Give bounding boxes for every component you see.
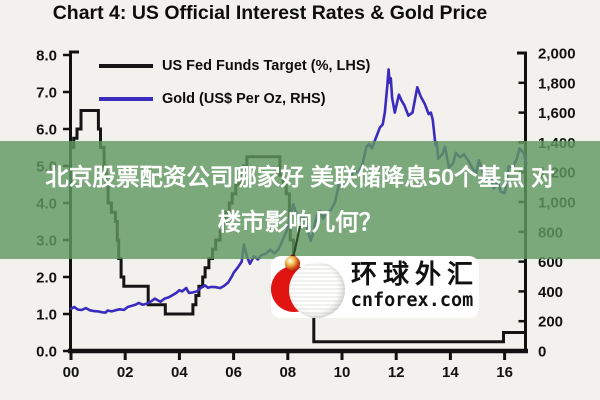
svg-text:0.0: 0.0 xyxy=(36,344,57,361)
watermark-text: 环球外汇 cnforex.com xyxy=(347,260,477,312)
legend-label-gold: Gold (US$ Per Oz, RHS) xyxy=(162,91,326,107)
svg-text:14: 14 xyxy=(442,364,459,381)
svg-text:2,000: 2,000 xyxy=(538,46,576,63)
svg-text:1,600: 1,600 xyxy=(538,105,576,122)
legend-row-gold: Gold (US$ Per Oz, RHS) xyxy=(99,89,370,109)
svg-text:400: 400 xyxy=(538,284,563,301)
svg-text:8.0: 8.0 xyxy=(36,48,57,65)
svg-text:1.0: 1.0 xyxy=(36,307,57,324)
svg-text:0: 0 xyxy=(538,344,546,361)
headline-line-1: 北京股票配资公司哪家好 美联储降息50个基点 对 xyxy=(45,164,555,190)
legend-row-fed: US Fed Funds Target (%, LHS) xyxy=(99,56,370,76)
svg-text:00: 00 xyxy=(63,364,80,381)
chart-legend: US Fed Funds Target (%, LHS) Gold (US$ P… xyxy=(99,56,370,122)
svg-text:2.0: 2.0 xyxy=(36,270,57,287)
svg-text:04: 04 xyxy=(171,364,188,381)
ornament-ball-icon xyxy=(285,256,300,271)
svg-text:7.0: 7.0 xyxy=(36,85,57,102)
watermark-cn-name: 环球外汇 xyxy=(351,260,480,289)
legend-label-fed: US Fed Funds Target (%, LHS) xyxy=(162,58,371,74)
svg-text:02: 02 xyxy=(117,364,134,381)
svg-text:06: 06 xyxy=(225,364,242,381)
headline-line-2: 楼市影响几何？ xyxy=(217,209,383,235)
svg-text:12: 12 xyxy=(388,364,405,381)
svg-text:6.0: 6.0 xyxy=(36,122,57,139)
svg-text:1,800: 1,800 xyxy=(538,75,576,92)
svg-text:10: 10 xyxy=(334,364,351,381)
headline-banner: 北京股票配资公司哪家好 美联储降息50个基点 对 楼市影响几何？ xyxy=(0,141,600,259)
svg-text:16: 16 xyxy=(496,364,513,381)
svg-text:200: 200 xyxy=(538,314,563,331)
svg-text:08: 08 xyxy=(279,364,296,381)
chart-title: Chart 4: US Official Interest Rates & Go… xyxy=(52,2,488,24)
fed-line-swatch-icon xyxy=(99,64,153,68)
gold-line-swatch-icon xyxy=(99,97,153,101)
watermark-domain: cnforex.com xyxy=(350,290,474,311)
globe-icon xyxy=(289,262,345,318)
